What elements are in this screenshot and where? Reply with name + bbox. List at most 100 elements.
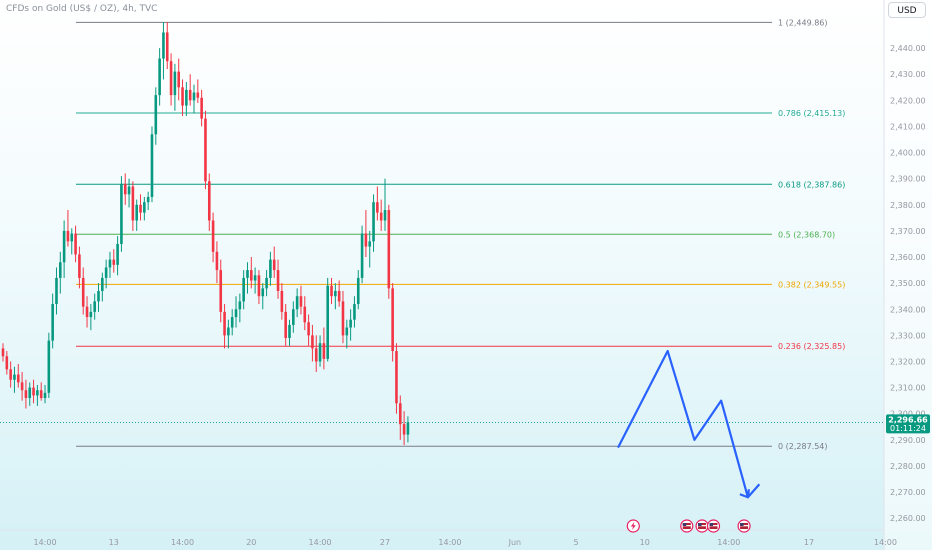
candle-body[interactable] bbox=[383, 210, 387, 221]
candle-body[interactable] bbox=[120, 183, 123, 244]
candle-body[interactable] bbox=[158, 58, 161, 96]
candle-body[interactable] bbox=[326, 285, 329, 359]
current-price-tag[interactable] bbox=[886, 414, 930, 434]
candle-body[interactable] bbox=[135, 204, 138, 221]
candle-body[interactable] bbox=[139, 204, 142, 213]
candle-body[interactable] bbox=[104, 267, 108, 278]
candle-body[interactable] bbox=[299, 296, 303, 307]
candle-body[interactable] bbox=[246, 270, 249, 278]
candle-body[interactable] bbox=[43, 392, 47, 399]
candle-body[interactable] bbox=[219, 270, 223, 312]
candle-body[interactable] bbox=[108, 259, 112, 268]
candle-body[interactable] bbox=[341, 301, 345, 336]
candle-body[interactable] bbox=[47, 340, 51, 393]
candle-body[interactable] bbox=[288, 324, 291, 338]
candle-body[interactable] bbox=[207, 181, 211, 221]
candle-body[interactable] bbox=[62, 230, 66, 263]
candle-body[interactable] bbox=[295, 296, 299, 310]
candle-body[interactable] bbox=[280, 290, 284, 312]
candle-body[interactable] bbox=[143, 202, 146, 213]
candle-body[interactable] bbox=[314, 348, 318, 362]
candle-body[interactable] bbox=[391, 288, 394, 352]
candle-body[interactable] bbox=[234, 309, 238, 318]
candle-body[interactable] bbox=[165, 32, 169, 62]
candle-body[interactable] bbox=[261, 288, 265, 297]
candle-body[interactable] bbox=[66, 230, 70, 242]
candle-body[interactable] bbox=[20, 382, 24, 391]
candle-body[interactable] bbox=[112, 259, 116, 265]
candle-body[interactable] bbox=[13, 374, 16, 380]
candle-body[interactable] bbox=[123, 183, 127, 195]
candle-body[interactable] bbox=[78, 254, 81, 278]
candle-body[interactable] bbox=[360, 233, 364, 278]
candle-body[interactable] bbox=[154, 95, 158, 135]
candle-body[interactable] bbox=[227, 327, 230, 336]
candle-body[interactable] bbox=[368, 241, 372, 247]
candle-body[interactable] bbox=[150, 134, 154, 197]
candle-body[interactable] bbox=[24, 390, 28, 399]
candle-body[interactable] bbox=[177, 71, 181, 88]
candle-body[interactable] bbox=[284, 311, 287, 338]
candle-body[interactable] bbox=[16, 374, 20, 383]
candle-body[interactable] bbox=[276, 270, 280, 291]
candle-body[interactable] bbox=[59, 262, 62, 278]
candle-body[interactable] bbox=[5, 356, 9, 370]
candle-body[interactable] bbox=[292, 309, 295, 325]
candle-body[interactable] bbox=[379, 212, 383, 221]
candle-body[interactable] bbox=[93, 301, 96, 312]
candle-body[interactable] bbox=[311, 335, 314, 349]
candle-body[interactable] bbox=[1, 348, 5, 357]
candle-body[interactable] bbox=[173, 71, 177, 96]
candle-body[interactable] bbox=[272, 259, 276, 271]
candle-body[interactable] bbox=[9, 369, 12, 380]
candle-body[interactable] bbox=[230, 317, 234, 328]
candle-body[interactable] bbox=[250, 270, 253, 281]
candle-body[interactable] bbox=[257, 275, 261, 297]
candle-body[interactable] bbox=[242, 277, 245, 302]
candle-body[interactable] bbox=[127, 186, 131, 195]
currency-button[interactable]: USD bbox=[888, 2, 926, 18]
candle-body[interactable] bbox=[200, 97, 203, 119]
candle-body[interactable] bbox=[97, 290, 100, 302]
candle-body[interactable] bbox=[387, 210, 391, 289]
candle-body[interactable] bbox=[185, 89, 188, 106]
candle-body[interactable] bbox=[70, 233, 74, 242]
candle-body[interactable] bbox=[265, 277, 268, 289]
candle-body[interactable] bbox=[337, 290, 341, 302]
candle-body[interactable] bbox=[85, 306, 89, 318]
candle-body[interactable] bbox=[253, 275, 257, 281]
candle-body[interactable] bbox=[181, 87, 184, 106]
candle-body[interactable] bbox=[211, 220, 215, 252]
candle-body[interactable] bbox=[162, 32, 165, 59]
price-axis-panel[interactable] bbox=[884, 0, 932, 550]
candle-body[interactable] bbox=[303, 306, 307, 323]
candle-body[interactable] bbox=[81, 277, 85, 307]
candle-body[interactable] bbox=[353, 304, 356, 320]
candle-body[interactable] bbox=[55, 277, 58, 305]
candle-body[interactable] bbox=[402, 424, 406, 435]
candle-body[interactable] bbox=[131, 186, 135, 221]
candle-body[interactable] bbox=[334, 290, 337, 297]
candle-body[interactable] bbox=[356, 277, 360, 305]
candle-body[interactable] bbox=[32, 387, 35, 396]
candle-body[interactable] bbox=[345, 327, 349, 336]
candle-body[interactable] bbox=[36, 390, 39, 396]
candle-body[interactable] bbox=[116, 243, 119, 265]
candle-body[interactable] bbox=[406, 422, 410, 435]
candle-body[interactable] bbox=[28, 387, 32, 399]
candle-body[interactable] bbox=[364, 233, 368, 247]
candle-body[interactable] bbox=[89, 311, 93, 318]
candle-body[interactable] bbox=[74, 233, 77, 255]
candle-body[interactable] bbox=[146, 196, 150, 203]
candle-body[interactable] bbox=[349, 319, 352, 328]
candle-body[interactable] bbox=[330, 285, 333, 297]
candle-body[interactable] bbox=[223, 311, 226, 336]
candle-body[interactable] bbox=[188, 89, 192, 101]
candle-body[interactable] bbox=[269, 259, 272, 278]
candle-body[interactable] bbox=[322, 343, 326, 359]
candle-body[interactable] bbox=[196, 92, 200, 98]
candle-body[interactable] bbox=[372, 202, 375, 242]
candle-body[interactable] bbox=[398, 403, 402, 425]
candle-body[interactable] bbox=[51, 304, 54, 341]
